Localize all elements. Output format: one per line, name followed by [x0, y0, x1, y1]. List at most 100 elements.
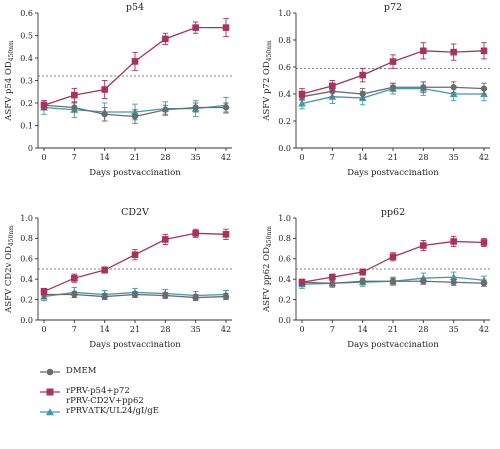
x-tick-label: 28 — [160, 325, 170, 334]
data-point — [40, 288, 48, 295]
legend-label-vaccine: rPRV-p54+p72 rPRV-CD2V+pp62 — [66, 386, 144, 406]
chart-title: p72 — [384, 2, 402, 13]
data-point — [450, 279, 457, 286]
x-tick-label: 7 — [330, 153, 335, 162]
chart-panel-1: p54 0 0.1 0.2 0.3 0.4 0.5 0.6 0 7 14 21 28 35 42 Days p… — [4, 2, 232, 178]
y-tick-label: 1.0 — [278, 9, 291, 18]
data-point — [131, 58, 139, 65]
data-point — [359, 71, 366, 79]
y-axis-label: ASFV p54 OD450nm — [4, 40, 15, 122]
x-tick-label: 42 — [479, 325, 489, 334]
y-tick-label: 0.2 — [278, 295, 291, 304]
x-axis-label: Days postvaccination — [89, 340, 181, 350]
series-1 — [298, 42, 488, 100]
chart-title: pp62 — [381, 207, 405, 218]
x-tick-label: 0 — [299, 153, 304, 162]
legend-swatch-vector — [40, 408, 60, 416]
y-tick-label: 0 — [28, 144, 33, 153]
data-point — [420, 242, 427, 249]
chart-panel-3: CD2V 0.0 0.2 0.4 0.6 0.8 1.0 0 7 14 21 28 35 42 Days p… — [4, 207, 232, 350]
data-point — [329, 280, 336, 287]
y-tick-label: 0.8 — [20, 234, 33, 243]
legend-item-dmem: DMEM — [40, 366, 340, 386]
x-tick-label: 35 — [191, 153, 201, 162]
y-tick-label: 0.2 — [20, 99, 33, 108]
x-tick-label: 14 — [100, 153, 110, 162]
data-point — [192, 294, 199, 301]
y-tick-label: 0.4 — [20, 275, 33, 284]
data-point — [449, 273, 458, 281]
legend-item-vector: rPRVΔTK/UL24/gI/gE — [40, 406, 340, 426]
data-point — [450, 84, 457, 91]
data-point — [222, 293, 230, 300]
data-point — [420, 278, 427, 285]
legend-swatch-vaccine — [40, 388, 60, 396]
x-tick-label: 28 — [418, 153, 428, 162]
data-point — [298, 278, 306, 286]
data-point — [480, 239, 488, 246]
chart-title: CD2V — [121, 207, 149, 218]
data-point — [101, 86, 108, 93]
y-tick-label: 0.0 — [278, 144, 291, 153]
data-point — [359, 90, 366, 98]
x-tick-label: 0 — [41, 325, 46, 334]
data-point — [480, 85, 488, 92]
legend-label-vector: rPRVΔTK/UL24/gI/gE — [66, 406, 159, 416]
data-point — [298, 99, 306, 107]
data-point — [192, 230, 199, 237]
data-point — [71, 104, 78, 111]
data-point — [359, 278, 366, 285]
data-point — [71, 274, 78, 282]
x-tick-label: 42 — [221, 153, 231, 162]
data-point — [450, 48, 457, 56]
data-point — [420, 84, 427, 91]
data-point — [420, 47, 427, 55]
x-tick-label: 14 — [100, 325, 110, 334]
y-tick-label: 1.0 — [20, 214, 33, 223]
data-point — [298, 90, 306, 98]
x-tick-label: 42 — [221, 325, 231, 334]
y-tick-label: 0.3 — [20, 76, 33, 85]
x-tick-label: 14 — [358, 325, 368, 334]
y-tick-label: 0.4 — [278, 90, 291, 99]
data-point — [131, 291, 139, 298]
series-1 — [40, 228, 230, 295]
series-1 — [298, 235, 488, 286]
data-point — [162, 106, 169, 113]
x-tick-label: 35 — [449, 325, 459, 334]
data-point — [192, 104, 199, 111]
legend: DMEM rPRV-p54+p72 rPRV-CD2V+pp62 rPRVΔTK… — [40, 366, 340, 426]
data-point — [449, 90, 458, 97]
x-tick-label: 35 — [191, 325, 201, 334]
y-tick-label: 0.0 — [20, 316, 33, 325]
chart-panel-2: p72 0.0 0.2 0.4 0.6 0.8 1.0 0 7 14 21 28 35 42 Days po… — [262, 2, 490, 178]
y-tick-label: 0.6 — [278, 63, 291, 72]
data-point — [162, 292, 169, 299]
x-tick-label: 0 — [41, 153, 46, 162]
data-point — [222, 24, 230, 31]
x-tick-label: 21 — [130, 325, 140, 334]
y-tick-label: 0.6 — [278, 255, 291, 264]
y-tick-label: 0.2 — [278, 117, 291, 126]
series-line — [43, 232, 227, 293]
x-tick-label: 21 — [388, 153, 398, 162]
x-tick-label: 14 — [358, 153, 368, 162]
data-point — [162, 35, 169, 43]
y-axis-label: ASFV CD2v OD450nm — [4, 225, 15, 314]
y-tick-label: 0.6 — [20, 255, 33, 264]
y-tick-label: 1.0 — [278, 214, 291, 223]
series-1 — [40, 18, 230, 111]
x-tick-label: 7 — [72, 325, 77, 334]
data-point — [222, 231, 230, 238]
y-tick-label: 0.0 — [278, 316, 291, 325]
x-tick-label: 21 — [130, 153, 140, 162]
x-tick-label: 0 — [299, 325, 304, 334]
data-point — [101, 111, 108, 118]
data-point — [131, 251, 139, 259]
legend-item-vaccine: rPRV-p54+p72 rPRV-CD2V+pp62 — [40, 386, 340, 406]
x-axis-label: Days postvaccination — [347, 168, 439, 178]
data-point — [71, 91, 78, 99]
x-axis-label: Days postvaccination — [347, 340, 439, 350]
legend-swatch-dmem — [40, 368, 60, 376]
y-tick-label: 0.1 — [20, 121, 33, 130]
